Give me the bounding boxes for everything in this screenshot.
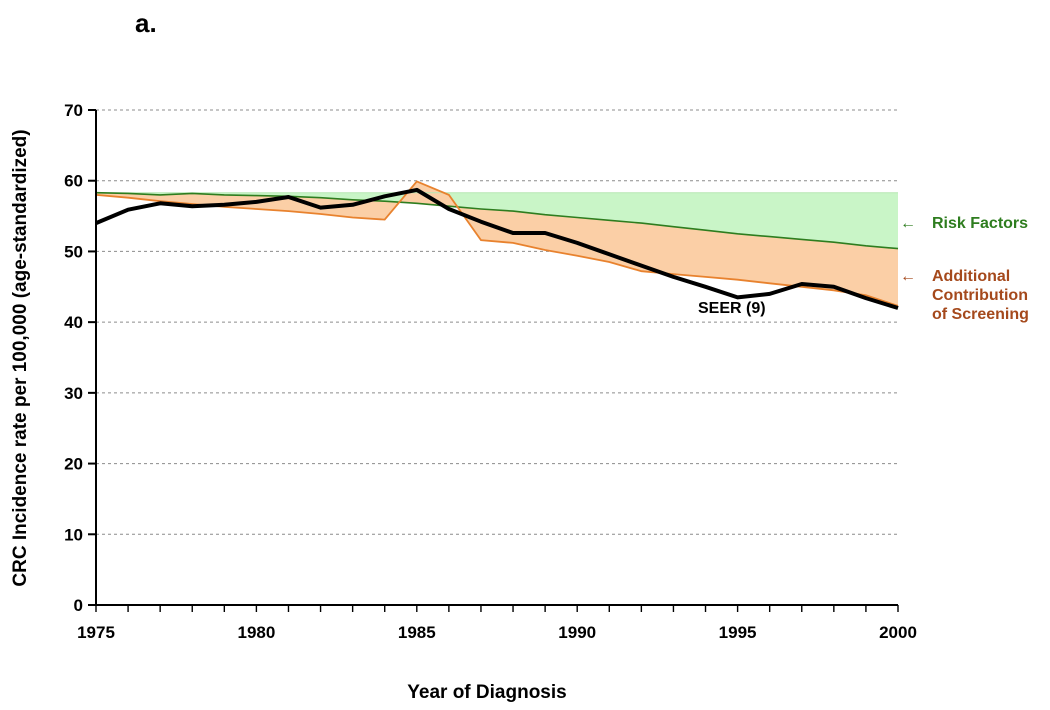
seer-line: [95, 187, 899, 310]
screening-area: [96, 181, 898, 306]
y-tick-label-50: 50: [64, 242, 83, 261]
screening-line: [95, 180, 899, 307]
x-axis-title: Year of Diagnosis: [407, 682, 566, 703]
screening-label-line-3: of Screening: [932, 306, 1029, 323]
axes: [88, 109, 899, 612]
annotations: ← Risk Factors ← Additional Contribution of S…: [698, 215, 1029, 323]
x-tick-label-1980: 1980: [237, 623, 275, 642]
y-tick-label-30: 30: [64, 384, 83, 403]
x-tick-label-1990: 1990: [558, 623, 596, 642]
x-tick-label-2000: 2000: [879, 623, 917, 642]
y-tick-label-20: 20: [64, 455, 83, 474]
y-tick-label-60: 60: [64, 172, 83, 191]
grid-lines: [96, 109, 898, 535]
screening-label-line-1: Additional: [932, 268, 1010, 285]
risk-factors-label: Risk Factors: [932, 215, 1028, 232]
y-tick-label-70: 70: [64, 101, 83, 120]
y-tick-labels: 0 10 20 30 40 50 60 70: [64, 101, 83, 615]
x-tick-labels: 1975 1980 1985 1990 1995 2000: [77, 623, 917, 642]
shaded-areas: [96, 181, 898, 306]
screening-label-line-2: Contribution: [932, 287, 1028, 304]
risk-factors-area: [96, 192, 898, 249]
series-lines: [95, 180, 899, 310]
y-axis-title: CRC Incidence rate per 100,000 (age-stan…: [10, 129, 31, 586]
seer-label: SEER (9): [698, 300, 766, 317]
x-tick-label-1975: 1975: [77, 623, 115, 642]
screening-arrow: ←: [900, 268, 916, 285]
risk-factors-arrow: ←: [900, 215, 916, 232]
y-tick-label-40: 40: [64, 313, 83, 332]
panel-label: a.: [135, 8, 157, 38]
risk-factors-line: [95, 191, 899, 250]
y-tick-label-10: 10: [64, 525, 83, 544]
x-tick-label-1995: 1995: [719, 623, 757, 642]
x-tick-label-1985: 1985: [398, 623, 436, 642]
y-tick-label-0: 0: [74, 596, 83, 615]
